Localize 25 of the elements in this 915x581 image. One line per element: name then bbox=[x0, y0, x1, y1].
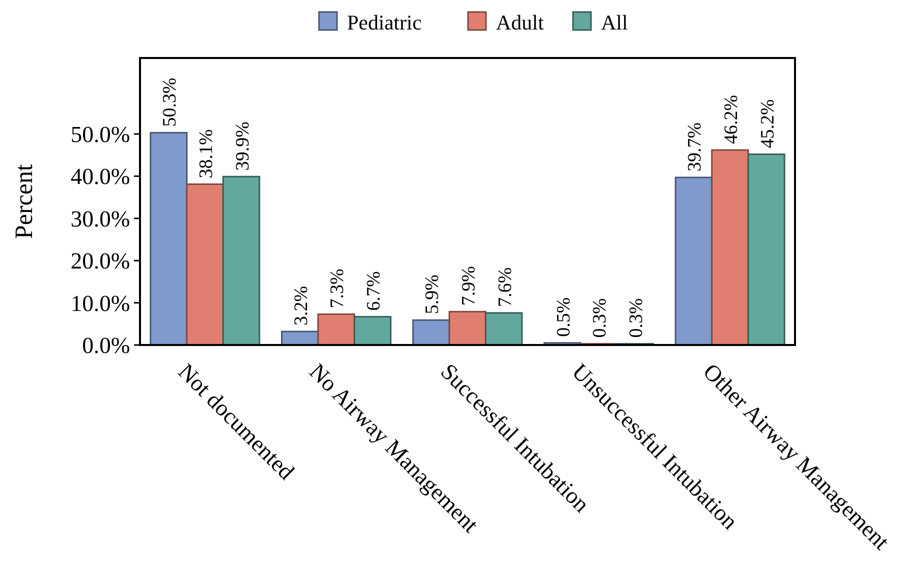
data-label: 46.2% bbox=[721, 94, 742, 144]
data-label: 7.9% bbox=[458, 266, 480, 306]
y-tick-label: 40.0% bbox=[70, 164, 130, 190]
data-label: 38.1% bbox=[196, 128, 217, 178]
legend-label: Pediatric bbox=[347, 10, 422, 34]
data-label: 0.5% bbox=[553, 297, 574, 337]
data-label: 5.9% bbox=[422, 274, 444, 314]
y-tick-label: 20.0% bbox=[70, 248, 130, 274]
data-label: 7.3% bbox=[327, 268, 348, 308]
data-label: 6.7% bbox=[364, 270, 385, 311]
y-axis-title: Percent bbox=[11, 164, 38, 239]
legend-label: All bbox=[601, 10, 628, 34]
data-label: 0.3% bbox=[626, 298, 648, 338]
data-label: 50.3% bbox=[160, 77, 181, 127]
data-label: 7.6% bbox=[494, 267, 516, 307]
data-label: 39.9% bbox=[232, 121, 254, 171]
y-tick-label: 0.0% bbox=[82, 333, 130, 358]
data-label: 45.2% bbox=[757, 98, 778, 148]
data-label: 3.2% bbox=[290, 286, 312, 326]
legend-label: Adult bbox=[496, 10, 544, 34]
data-label: 39.7% bbox=[684, 122, 706, 172]
y-tick-label: 50.0% bbox=[70, 122, 130, 148]
data-label: 0.3% bbox=[590, 298, 611, 338]
y-tick-label: 30.0% bbox=[70, 206, 130, 232]
y-tick-label: 10.0% bbox=[70, 290, 130, 316]
